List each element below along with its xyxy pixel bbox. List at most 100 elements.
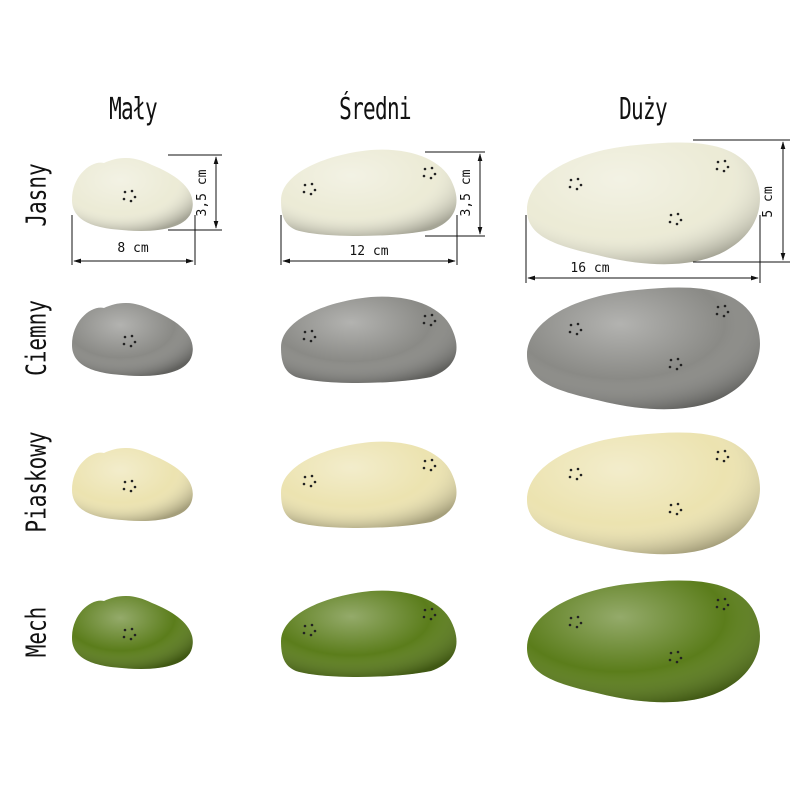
stone-mech-small	[72, 596, 193, 669]
row-header-mech: Mech	[19, 606, 53, 658]
bolt-hole	[679, 218, 683, 222]
stone-piaskowy-large	[527, 432, 760, 555]
bolt-hole	[430, 458, 434, 462]
stone-ciemny-large	[527, 287, 760, 410]
bolt-hole	[669, 651, 673, 655]
bolt-hole	[303, 475, 307, 479]
bolt-hole	[576, 615, 580, 619]
bolt-hole	[130, 189, 134, 193]
bolt-hole	[669, 213, 673, 217]
bolt-hole	[302, 631, 306, 635]
stone-piaskowy-medium	[281, 441, 457, 528]
bolt-hole	[576, 467, 580, 471]
height-label-small: 3,5 cm	[195, 169, 210, 216]
bolt-hole	[668, 220, 672, 224]
bolt-hole	[313, 188, 317, 192]
stone-shading	[527, 432, 760, 555]
dimension-annotations: 3,5 cm 8 cm 3,5 cm 12 cm 5 cm 16 cm	[71, 139, 790, 283]
stone-shading	[72, 158, 193, 231]
stone-shading	[527, 287, 760, 410]
stone-jasny-large	[527, 142, 760, 265]
bolt-hole	[310, 474, 314, 478]
bolt-hole	[575, 187, 579, 191]
bolt-hole	[726, 165, 730, 169]
bolt-hole	[123, 190, 127, 194]
width-label-small: 8 cm	[117, 241, 148, 256]
bolt-hole	[423, 459, 427, 463]
bolt-hole	[309, 192, 313, 196]
bolt-hole	[715, 312, 719, 316]
stone-jasny-medium	[281, 149, 457, 236]
bolt-hole	[576, 177, 580, 181]
bolt-hole	[669, 358, 673, 362]
bolt-hole	[715, 457, 719, 461]
bolt-hole	[716, 305, 720, 309]
bolt-hole	[675, 660, 679, 664]
bolt-hole	[433, 464, 437, 468]
stone-ciemny-medium	[281, 296, 457, 383]
bolt-hole	[430, 313, 434, 317]
bolt-hole	[579, 473, 583, 477]
bolt-hole	[575, 332, 579, 336]
bolt-hole	[423, 608, 427, 612]
bolt-hole	[130, 334, 134, 338]
bolt-hole	[313, 629, 317, 633]
bolt-hole	[310, 623, 314, 627]
bolt-hole	[726, 310, 730, 314]
bolt-hole	[313, 335, 317, 339]
bolt-hole	[669, 503, 673, 507]
bolt-hole	[310, 182, 314, 186]
bolt-hole	[129, 637, 133, 641]
bolt-hole	[676, 357, 680, 361]
bolt-hole	[726, 603, 730, 607]
bolt-hole	[313, 480, 317, 484]
bolt-hole	[579, 328, 583, 332]
bolt-hole	[723, 449, 727, 453]
bolt-hole	[423, 314, 427, 318]
bolt-hole	[575, 477, 579, 481]
bolt-hole	[668, 658, 672, 662]
stone-shading	[281, 590, 457, 677]
width-label-medium: 12 cm	[349, 244, 388, 259]
stone-shading	[72, 448, 193, 521]
bolt-hole	[303, 330, 307, 334]
bolt-hole	[675, 367, 679, 371]
bolt-hole	[123, 628, 127, 632]
bolt-hole	[422, 174, 426, 178]
bolt-hole	[675, 512, 679, 516]
bolt-hole	[302, 190, 306, 194]
bolt-hole	[569, 468, 573, 472]
bolt-hole	[433, 319, 437, 323]
bolt-hole	[430, 607, 434, 611]
stone-shading	[527, 580, 760, 703]
bolt-hole	[309, 339, 313, 343]
bolt-hole	[569, 616, 573, 620]
bolt-hole	[129, 344, 133, 348]
bolt-hole	[569, 323, 573, 327]
bolt-hole	[568, 623, 572, 627]
bolt-hole	[123, 480, 127, 484]
bolt-hole	[309, 484, 313, 488]
row-header-piaskowy: Piaskowy	[19, 431, 53, 533]
bolt-hole	[422, 466, 426, 470]
bolt-hole	[726, 455, 730, 459]
stone-mech-medium	[281, 590, 457, 677]
bolt-hole	[723, 597, 727, 601]
bolt-hole	[430, 166, 434, 170]
bolt-hole	[130, 479, 134, 483]
bolt-hole	[130, 627, 134, 631]
bolt-hole	[133, 195, 137, 199]
bolt-hole	[568, 330, 572, 334]
bolt-hole	[568, 185, 572, 189]
bolt-hole	[722, 607, 726, 611]
bolt-hole	[429, 176, 433, 180]
stone-jasny-small	[72, 158, 193, 231]
bolt-hole	[723, 159, 727, 163]
bolt-hole	[668, 365, 672, 369]
stone-ciemny-small	[72, 303, 193, 376]
bolt-hole	[715, 167, 719, 171]
bolt-hole	[422, 615, 426, 619]
stone-shading	[72, 303, 193, 376]
bolt-hole	[429, 468, 433, 472]
